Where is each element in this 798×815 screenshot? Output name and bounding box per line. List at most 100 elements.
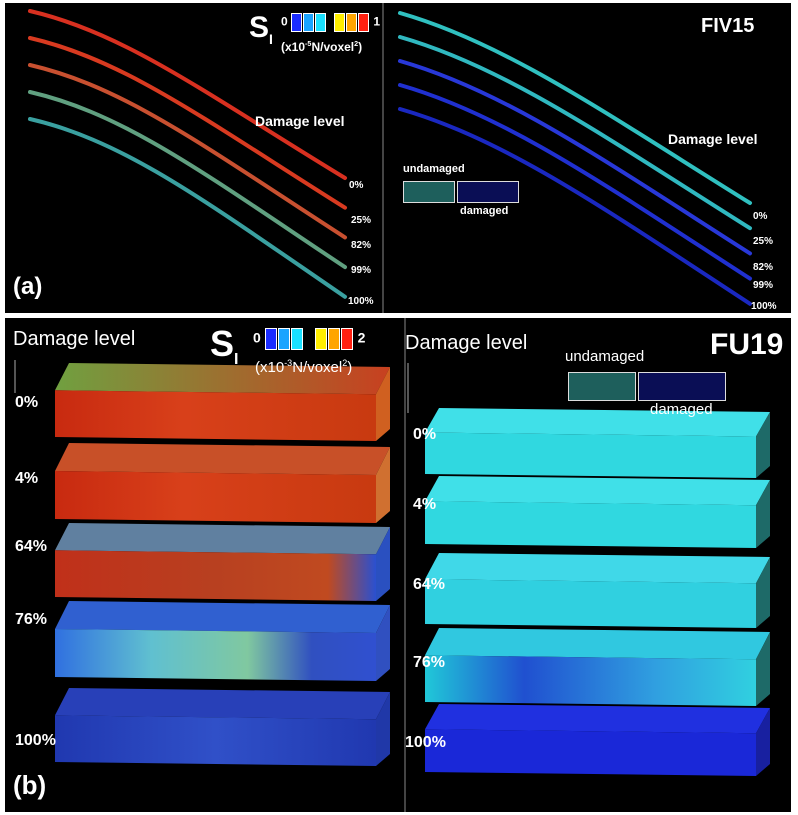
fiber [28,90,347,270]
fiber [28,63,347,240]
legend-undamaged-swatch [403,181,455,203]
fiber [398,83,752,281]
damage-level-label: 25% [753,236,774,247]
damage-level-label: 100% [405,734,446,751]
damage-level-label: 82% [753,262,774,273]
beam-end [756,412,770,478]
beam-front [425,432,756,478]
panel-label: (b) [13,770,47,800]
beam-end [756,708,770,776]
colorbar-unit: (x10-3N/voxel2) [255,358,353,376]
damage-level-title: Damage level [668,131,758,147]
beam-end [756,480,770,548]
colorbar-unit: (x10-5N/voxel2) [281,39,363,54]
beam-front [55,550,376,601]
swatch [358,13,370,32]
fiber [398,107,752,306]
fiber [28,36,347,210]
fiber [28,9,347,180]
damage-level-label: 76% [15,611,48,628]
beam-top [425,628,770,660]
beam-top [425,408,770,437]
legend-damaged-label: damaged [460,205,509,217]
beam-front [425,655,756,706]
damage-level-label: 100% [751,301,777,312]
swatch [291,13,303,32]
beam-front [425,501,756,548]
damage-level-label: 99% [753,280,774,291]
stress-beams [55,363,390,766]
beam-top [55,443,390,475]
colorbar-symbol: SI [210,323,239,369]
beam-end [756,557,770,628]
stress-fibers [28,9,347,299]
damage-level-label: 25% [351,215,372,226]
fiber [28,117,347,299]
colorbar: 0 1 [281,13,380,32]
beam-front [55,629,376,681]
specimen-label: FU19 [710,328,784,361]
damage-beams [425,408,770,776]
colorbar-symbol: SI [249,11,273,47]
damage-fibers [398,11,752,306]
beam-front [425,729,756,776]
beam-end [376,605,390,681]
damage-level-label: 4% [15,470,39,487]
fiber [398,11,752,205]
beam-top [425,704,770,734]
legend-undamaged-label: undamaged [565,348,645,365]
damage-level-label: 100% [348,296,374,307]
beam-end [756,632,770,706]
swatch [315,13,327,32]
beam-renderings-b [14,318,770,812]
swatch [334,13,346,32]
damage-level-label: 99% [351,265,372,276]
damage-level-label: 76% [413,654,446,671]
swatch [277,328,290,350]
legend-damaged-label: damaged [650,401,713,418]
damage-level-label: 64% [15,538,48,555]
fiber [398,35,752,231]
specimen-label: FIV15 [701,15,755,37]
swatch [314,328,327,350]
swatch [303,13,315,32]
beam-end [376,447,390,523]
damage-level-label: 64% [413,576,446,593]
legend-damaged-swatch [457,181,519,203]
beam-top [55,688,390,720]
beam-front [55,715,376,766]
beam-end [376,692,390,766]
beam-top [55,523,390,555]
swatch [264,328,277,350]
beam-front [425,579,756,628]
beam-top [55,363,390,395]
legend-damaged-swatch [638,372,726,401]
legend-undamaged-label: undamaged [403,163,465,175]
damage-level-title: Damage level [13,328,136,350]
beam-front [55,471,376,523]
beam-top [55,601,390,633]
beam-top [425,553,770,584]
damage-level-label: 4% [413,496,437,513]
beam-end [376,367,390,441]
damage-level-label: 100% [15,732,56,749]
beam-top [425,476,770,506]
swatch [327,328,340,350]
fiber-renderings-a [28,3,752,313]
damage-level-title: Damage level [255,113,345,129]
swatch [290,328,303,350]
fiber [398,59,752,256]
panel-b: Damage level Damage level SI 0 2 (x10-3N… [5,318,791,812]
legend-undamaged-swatch [568,372,636,401]
panel-label: (a) [13,273,43,300]
damage-level-label: 82% [351,240,372,251]
colorbar: 0 2 [253,328,365,350]
damage-level-title: Damage level [405,332,528,354]
damage-level-label: 0% [753,211,768,222]
swatch [340,328,353,350]
panel-a: SI 0 1 (x10-5N/voxel2) FIV15 Damage leve… [5,3,791,313]
damage-level-label: 0% [413,426,437,443]
damage-level-label: 0% [349,180,364,191]
damage-level-label: 0% [15,394,39,411]
